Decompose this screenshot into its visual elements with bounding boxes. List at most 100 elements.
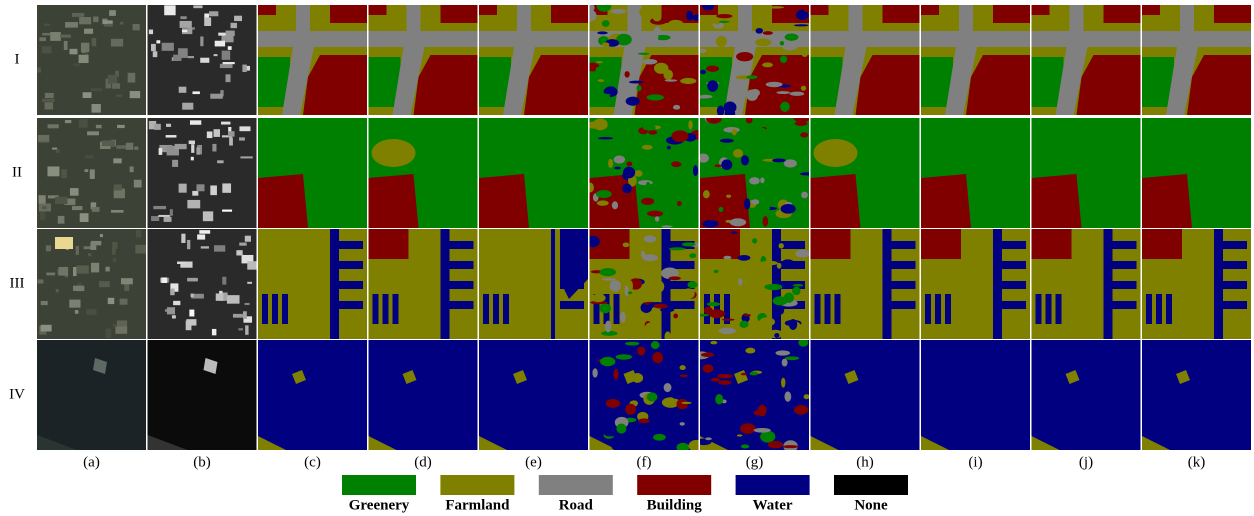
blob: [648, 130, 657, 135]
photo-detail: [85, 155, 94, 159]
column-label: (f): [637, 454, 652, 470]
photo-detail: [166, 124, 171, 127]
blob: [794, 24, 809, 26]
blob: [706, 115, 721, 124]
blob: [586, 122, 603, 129]
photo-detail: [75, 310, 79, 314]
photo-detail: [92, 104, 101, 113]
blob: [636, 85, 641, 91]
blob: [677, 201, 682, 206]
blob: [759, 317, 775, 326]
cell-content: [148, 5, 257, 115]
region: [1002, 301, 1026, 309]
region: [921, 5, 939, 15]
photo-detail: [189, 141, 195, 145]
photo-detail: [56, 289, 59, 292]
photo-detail: [240, 156, 252, 158]
photo-detail: [154, 124, 161, 130]
photo-detail: [41, 301, 48, 305]
cell-content: [1032, 340, 1141, 450]
blob: [746, 116, 753, 123]
blob: [782, 259, 793, 264]
region: [1104, 229, 1113, 339]
photo-detail: [76, 246, 79, 255]
region: [993, 5, 1030, 23]
blob: [651, 341, 660, 349]
photo-detail: [182, 103, 193, 110]
blob: [768, 6, 784, 8]
cell-content: [811, 229, 920, 339]
blob: [801, 50, 807, 57]
blob: [600, 15, 607, 21]
photo-detail: [192, 91, 199, 94]
photo-detail: [116, 95, 122, 97]
blob: [586, 236, 600, 247]
photo-detail: [214, 54, 218, 56]
column-label: (h): [856, 454, 874, 470]
region: [921, 340, 1030, 450]
blob: [730, 218, 747, 226]
photo-detail: [212, 329, 216, 335]
photo-detail: [115, 327, 127, 334]
blob: [738, 278, 742, 286]
photo-detail: [182, 30, 187, 32]
blob: [653, 434, 666, 441]
blob: [766, 82, 783, 87]
blob: [626, 97, 640, 106]
photo-detail: [40, 212, 45, 220]
blob: [783, 445, 799, 448]
blob: [688, 120, 692, 129]
blob: [658, 347, 673, 352]
region: [714, 294, 720, 324]
region: [479, 31, 588, 47]
blob: [680, 365, 686, 370]
photo-detail: [210, 185, 217, 195]
photo-detail: [41, 325, 52, 332]
cell-content: [37, 340, 146, 450]
photo-detail: [50, 32, 61, 41]
blob: [655, 216, 659, 221]
photo-detail: [172, 315, 176, 318]
photo-detail: [105, 328, 111, 338]
photo-detail: [88, 253, 91, 256]
photo-detail: [170, 209, 173, 216]
photo-detail: [153, 51, 158, 57]
region: [479, 5, 497, 15]
blob: [782, 44, 797, 51]
blob: [638, 53, 650, 55]
blob: [669, 247, 685, 250]
region: [517, 5, 531, 47]
blob: [795, 250, 810, 258]
blob: [647, 94, 664, 100]
blob: [768, 441, 783, 448]
image-cell: [37, 118, 146, 228]
image-cell: [479, 340, 588, 450]
photo-detail: [109, 10, 116, 16]
photo-detail: [236, 250, 242, 255]
blob: [613, 369, 618, 380]
column-label: (g): [746, 454, 764, 470]
photo-bg: [37, 5, 146, 115]
photo-detail: [84, 29, 93, 34]
blob: [760, 177, 764, 183]
photo-detail: [151, 216, 159, 221]
blob: [614, 156, 625, 164]
blob: [738, 255, 751, 261]
region: [811, 5, 829, 15]
blob: [780, 102, 790, 112]
region: [1002, 281, 1026, 289]
image-cell: [582, 1, 702, 115]
photo-detail: [90, 242, 96, 250]
blob: [747, 135, 752, 140]
blob: [726, 195, 731, 198]
blob: [741, 444, 749, 448]
photo-detail: [92, 207, 100, 212]
region: [555, 229, 560, 339]
row-label: III: [10, 275, 25, 291]
region: [921, 174, 971, 228]
photo-detail: [103, 20, 113, 23]
region: [1223, 261, 1247, 269]
blob: [736, 52, 753, 61]
photo-detail: [113, 258, 116, 262]
photo-detail: [173, 301, 180, 305]
